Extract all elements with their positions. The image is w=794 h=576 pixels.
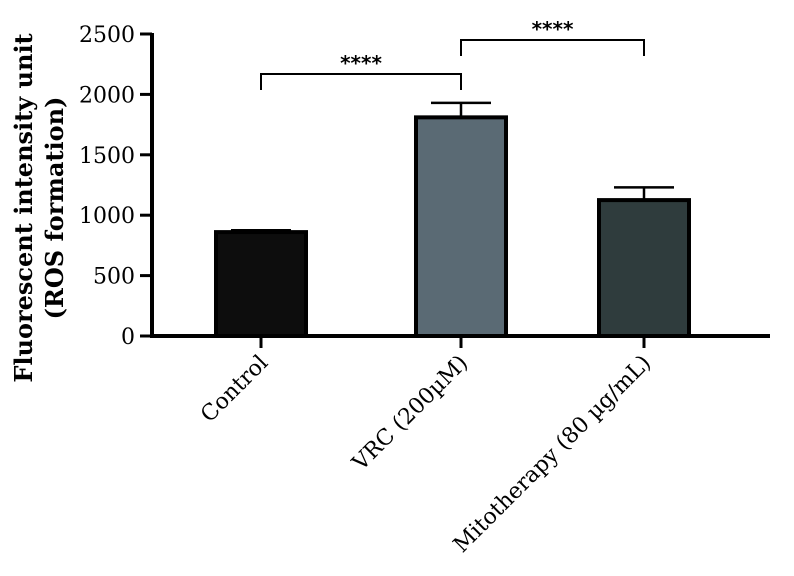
x-axis-categories: Control VRC (200µM)Mitotherapy (80 µg/mL) bbox=[196, 351, 656, 558]
y-tick-label: 500 bbox=[93, 265, 135, 290]
x-category-label: Mitotherapy (80 µg/mL) bbox=[449, 351, 656, 558]
y-tick-label: 0 bbox=[121, 325, 135, 350]
significance-brackets: **** **** bbox=[260, 17, 645, 90]
significance-label: **** bbox=[340, 51, 382, 75]
x-category-label: VRC (200µM) bbox=[347, 351, 473, 477]
x-category-label: Control bbox=[196, 351, 273, 428]
significance-label: **** bbox=[532, 17, 574, 41]
axes bbox=[150, 33, 770, 348]
bar bbox=[597, 198, 691, 338]
y-tick-label: 1500 bbox=[79, 144, 135, 169]
significance-bracket bbox=[460, 39, 645, 56]
significance-bracket bbox=[260, 73, 462, 90]
y-axis-label-line-2: (ROS formation) bbox=[40, 97, 69, 320]
bars bbox=[214, 101, 691, 338]
y-tick-label: 1000 bbox=[79, 204, 135, 229]
y-axis-ticks: 0 500 1000 1500 2000 2500 bbox=[79, 23, 152, 350]
y-tick-label: 2000 bbox=[79, 83, 135, 108]
bar bbox=[414, 115, 508, 338]
y-axis-label-line-1: Fluorescent intensity unit bbox=[9, 33, 38, 382]
bar bbox=[214, 230, 308, 338]
y-tick-label: 2500 bbox=[79, 23, 135, 48]
y-axis-label: Fluorescent intensity unit (ROS formatio… bbox=[9, 33, 69, 382]
